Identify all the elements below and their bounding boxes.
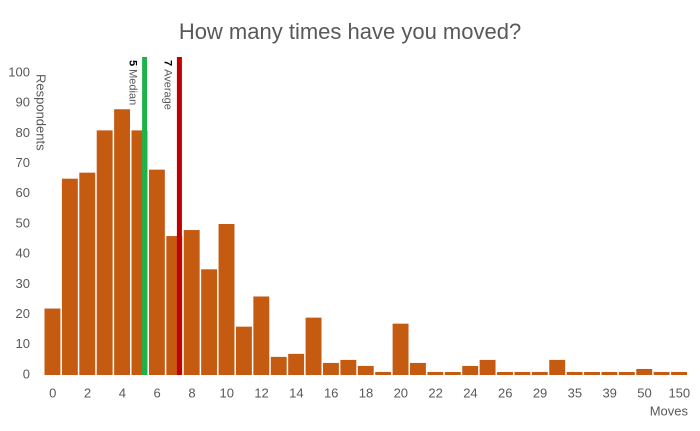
bar [235,326,252,375]
x-tick-label: 26 [498,385,512,400]
x-tick-label: 0 [49,385,56,400]
chart-title: How many times have you moved? [179,19,521,44]
bar [288,353,305,375]
x-tick-label: 12 [254,385,268,400]
y-tick-label: 70 [16,155,30,170]
x-tick-label: 16 [324,385,338,400]
bar [497,371,513,375]
reference-label: 7 Average [162,60,174,110]
bar [305,317,322,375]
bar [444,371,461,375]
y-axis-label: Respondents [34,74,49,151]
x-tick-label: 18 [359,385,373,400]
bar [340,359,357,375]
bar [479,359,496,375]
bar [322,362,339,375]
y-tick-label: 20 [16,306,30,321]
x-tick-label: 39 [602,385,616,400]
y-tick-label: 100 [8,64,30,79]
y-tick-label: 90 [16,95,30,110]
y-tick-label: 0 [23,366,30,381]
x-tick-label: 22 [428,385,442,400]
bar [114,109,131,376]
y-tick-label: 10 [16,336,30,351]
bar [270,356,287,375]
reference-name: Average [162,69,174,110]
bar [566,371,583,375]
x-tick-label: 50 [637,385,651,400]
bar [531,371,548,375]
bar [618,371,635,375]
bar [549,359,566,375]
y-tick-label: 40 [16,246,30,261]
x-tick-label: 20 [394,385,408,400]
y-tick-label: 60 [16,185,30,200]
bar [410,362,426,375]
y-tick-label: 30 [16,276,30,291]
bar [427,371,444,375]
y-tick-label: 80 [16,125,30,140]
x-axis-label: Moves [650,403,689,418]
bar [79,172,96,375]
x-tick-label: 14 [289,385,303,400]
bar [514,371,531,375]
bar [44,308,61,375]
reference-value: 5 [127,60,139,66]
bar [96,130,113,375]
bar [462,365,479,375]
x-tick-label: 6 [154,385,161,400]
x-tick-label: 35 [568,385,582,400]
bar [392,323,409,375]
x-tick-label: 8 [188,385,195,400]
y-tick-label: 50 [16,215,30,230]
x-tick-label: 10 [220,385,234,400]
bar [201,269,218,375]
bar [218,224,235,375]
x-tick-label: 29 [533,385,547,400]
bar [357,365,374,375]
bar [183,230,200,375]
reference-name: Median [127,69,139,105]
bar [584,371,600,375]
bar [375,371,392,375]
bar [636,368,653,375]
x-tick-label: 24 [463,385,477,400]
x-tick-label: 2 [84,385,91,400]
reference-value: 7 [162,60,174,66]
x-tick-label: 150 [668,385,690,400]
bar [61,178,78,375]
bar [253,296,270,375]
reference-label: 5 Median [127,60,139,105]
x-tick-label: 4 [119,385,126,400]
bar [148,169,165,375]
bar [653,371,670,375]
bar [671,371,687,375]
bar [601,371,618,375]
